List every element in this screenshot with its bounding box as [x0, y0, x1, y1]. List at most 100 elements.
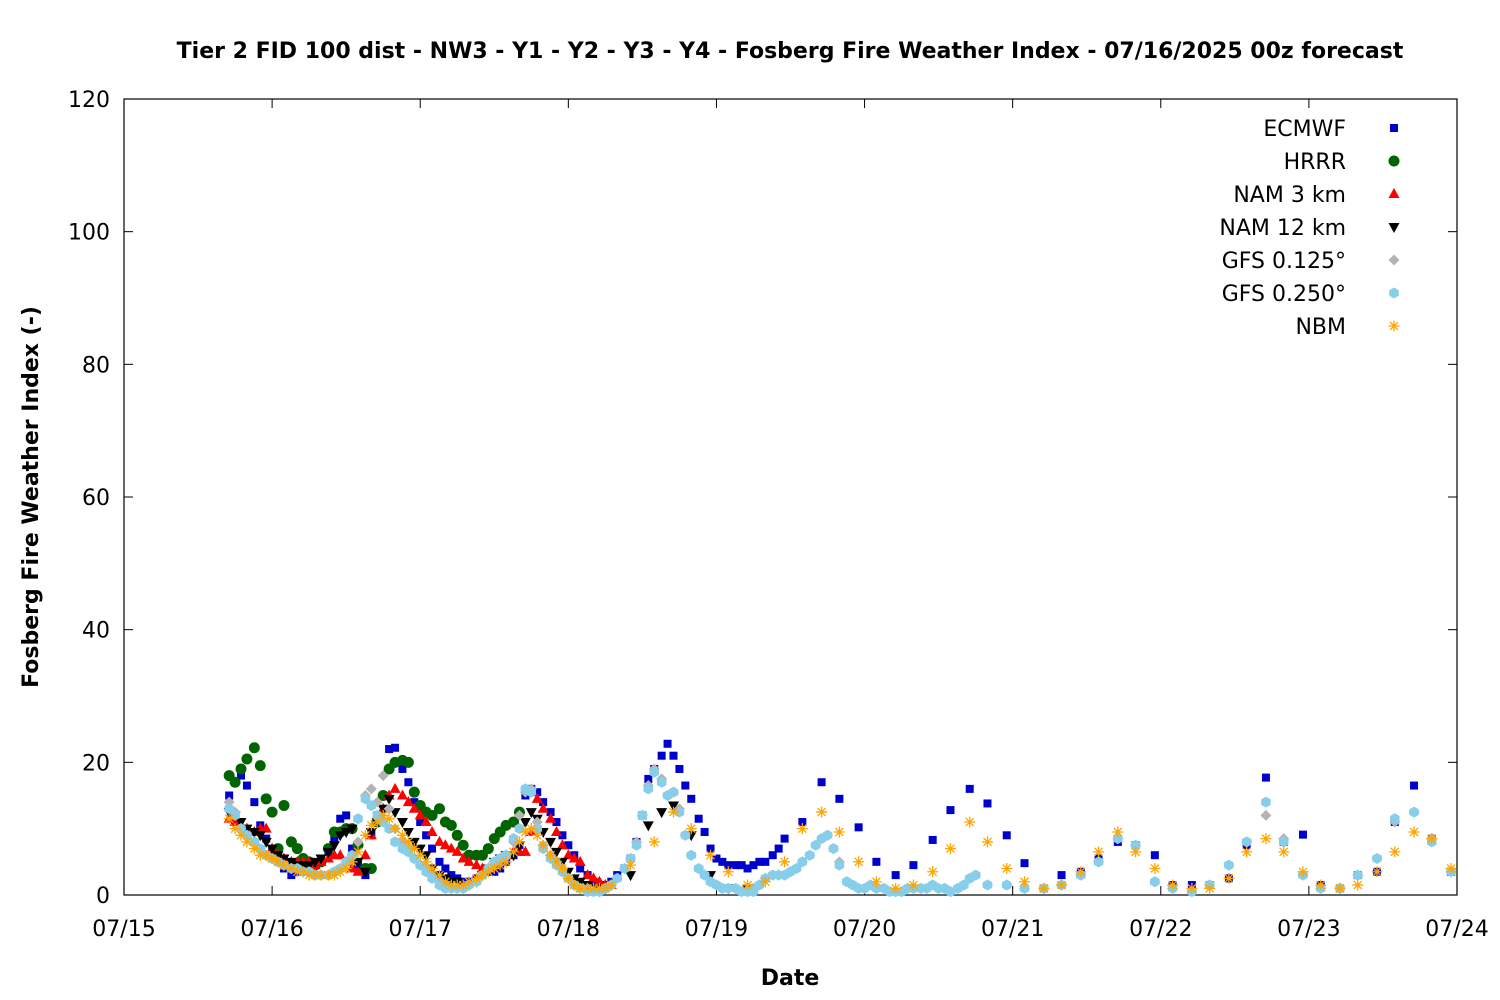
data-point-nam-3-km: [550, 825, 562, 836]
data-point-nbm: [1038, 882, 1050, 894]
data-point-ecmwf: [731, 861, 740, 870]
data-point-gfs-0-250: [1261, 796, 1271, 808]
data-point-ecmwf: [250, 798, 259, 807]
data-point-ecmwf: [330, 834, 339, 843]
data-point-nam-3-km: [457, 852, 469, 863]
data-point-gfs-0-250: [1093, 856, 1104, 868]
data-point-gfs-0-125: [513, 809, 525, 821]
data-point-nbm: [779, 856, 791, 868]
data-point-nbm: [525, 823, 537, 835]
data-point-nbm: [537, 839, 549, 851]
data-point-gfs-0-250: [390, 836, 400, 848]
x-tick-label: 07/17: [389, 917, 452, 942]
data-point-gfs-0-250: [1353, 869, 1363, 881]
data-point-ecmwf: [385, 745, 394, 754]
data-point-nbm: [439, 876, 451, 888]
data-point-gfs-0-250: [723, 882, 734, 894]
data-point-nbm: [1371, 866, 1383, 878]
data-point-nbm: [1056, 879, 1068, 891]
data-point-nbm: [1297, 866, 1309, 878]
data-point-hrrr: [291, 843, 303, 855]
data-point-gfs-0-250: [637, 809, 648, 821]
data-point-gfs-0-250: [804, 849, 815, 861]
data-point-ecmwf: [225, 791, 234, 800]
x-tick-label: 07/19: [685, 917, 748, 942]
data-point-nbm: [648, 836, 660, 848]
data-point-nbm: [451, 879, 463, 891]
data-point-ecmwf: [687, 794, 696, 803]
data-point-nam-3-km: [451, 845, 463, 856]
data-point-ecmwf: [552, 818, 561, 827]
data-point-nbm: [853, 856, 865, 868]
data-point-hrrr: [229, 776, 241, 788]
data-point-nbm: [297, 866, 309, 878]
data-point-ecmwf: [428, 844, 437, 853]
data-point-ecmwf: [657, 751, 666, 760]
data-point-nbm: [352, 846, 364, 858]
data-point-ecmwf: [761, 857, 770, 866]
legend-label-nbm: NBM: [1295, 315, 1346, 340]
data-point-ecmwf: [774, 844, 783, 853]
data-point-ecmwf: [422, 831, 431, 840]
data-point-nbm: [742, 879, 754, 891]
data-point-nam-12-km: [346, 824, 358, 835]
data-point-hrrr: [457, 839, 469, 851]
data-point-ecmwf: [983, 799, 992, 808]
data-point-nbm: [1260, 833, 1272, 845]
data-point-nbm: [235, 829, 247, 841]
data-point-nam-3-km: [396, 789, 408, 800]
data-point-nbm: [482, 866, 494, 878]
data-point-nam-12-km: [334, 831, 346, 842]
data-point-nbm: [685, 823, 697, 835]
y-tick-label: 100: [68, 221, 110, 246]
data-point-nam-12-km: [550, 847, 562, 858]
data-point-ecmwf: [780, 834, 789, 843]
data-point-gfs-0-250: [834, 859, 845, 871]
data-point-nbm: [260, 849, 272, 861]
data-point-nam-3-km: [420, 816, 432, 827]
data-point-nam-12-km: [525, 808, 537, 819]
data-point-nam-12-km: [625, 871, 637, 882]
x-tick-label: 07/15: [92, 917, 155, 942]
y-axis: 0 20 40 60 80 100 120: [68, 88, 1457, 909]
data-point-nbm: [550, 856, 562, 868]
data-point-nam-12-km: [266, 844, 278, 855]
data-point-nam-12-km: [359, 867, 371, 878]
data-point-nam-3-km: [433, 835, 445, 846]
x-tick-label: 07/20: [833, 917, 896, 942]
data-point-nbm: [1167, 879, 1179, 891]
data-point-nam-3-km: [471, 859, 483, 870]
y-axis-label: Fosberg Fire Weather Index (-): [19, 306, 44, 688]
data-point-nam-3-km: [439, 839, 451, 850]
data-point-gfs-0-250: [1130, 839, 1141, 851]
data-point-ecmwf: [755, 857, 764, 866]
data-point-gfs-0-250: [810, 839, 821, 851]
data-point-nbm: [562, 872, 574, 884]
data-point-nam-3-km: [593, 875, 605, 886]
data-point-gfs-0-250: [945, 886, 956, 898]
data-point-nam-12-km: [352, 857, 364, 868]
x-tick-label: 07/18: [537, 917, 600, 942]
data-point-nbm: [1352, 879, 1364, 891]
data-point-hrrr: [408, 786, 420, 798]
data-point-nbm: [1093, 846, 1105, 858]
data-point-nbm: [1278, 846, 1290, 858]
data-point-ecmwf: [237, 771, 246, 780]
data-point-nam-12-km: [328, 841, 340, 852]
data-point-gfs-0-250: [959, 879, 969, 891]
data-point-ecmwf: [700, 827, 709, 836]
x-tick-label: 07/21: [981, 917, 1044, 942]
data-point-gfs-0-250: [970, 869, 981, 881]
data-point-gfs-0-250: [668, 786, 679, 798]
data-point-nbm: [334, 866, 346, 878]
data-point-nbm: [1149, 862, 1161, 874]
data-point-hrrr: [260, 793, 272, 805]
data-point-ecmwf: [391, 743, 400, 752]
data-point-nam-12-km: [574, 877, 586, 888]
data-point-nbm: [433, 869, 445, 881]
data-point-nam-12-km: [254, 831, 266, 842]
data-point-nam-3-km: [389, 782, 401, 793]
data-point-nbm: [722, 866, 734, 878]
data-point-ecmwf: [891, 871, 900, 880]
